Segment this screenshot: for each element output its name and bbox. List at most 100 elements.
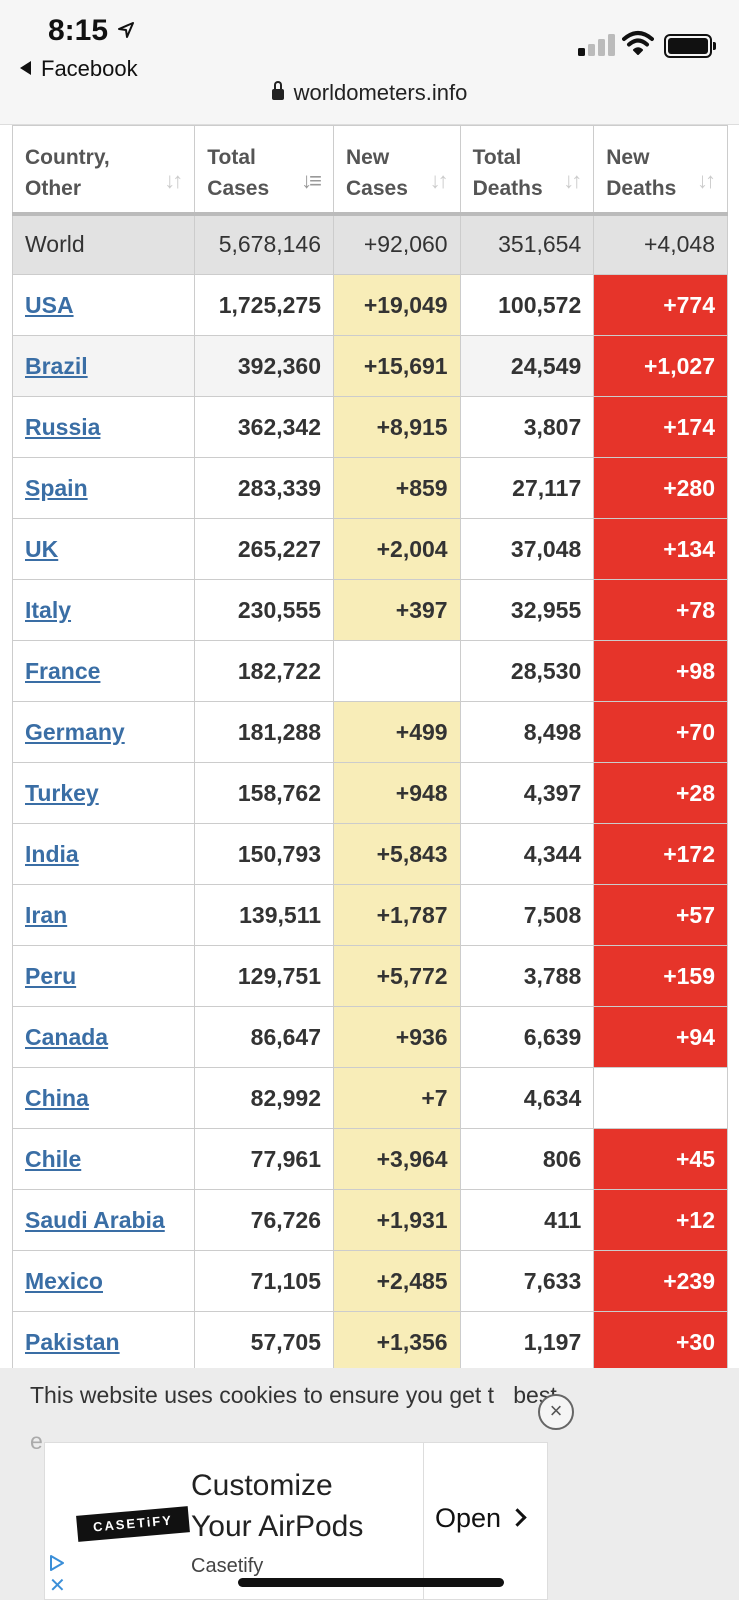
new-cases-cell: +397 bbox=[333, 579, 461, 641]
header-total-deaths[interactable]: Total Deaths ↓↑ bbox=[459, 125, 595, 216]
new-cases-cell: +936 bbox=[333, 1006, 461, 1068]
new-cases-cell: +1,931 bbox=[333, 1189, 461, 1251]
new-deaths-cell: +239 bbox=[593, 1250, 728, 1312]
ad-open-button[interactable]: Open bbox=[435, 1503, 527, 1534]
total-deaths-cell: 27,117 bbox=[459, 457, 595, 519]
country-link[interactable]: Mexico bbox=[25, 1267, 103, 1294]
table-row: Brazil 392,360 +15,691 24,549 +1,027 bbox=[11, 335, 728, 397]
table-row: Pakistan 57,705 +1,356 1,197 +30 bbox=[11, 1311, 728, 1373]
new-cases-cell: +499 bbox=[333, 701, 461, 763]
world-new-cases: +92,060 bbox=[333, 213, 461, 275]
country-link[interactable]: Chile bbox=[25, 1145, 82, 1172]
table-row: Germany 181,288 +499 8,498 +70 bbox=[11, 701, 728, 763]
clock: 8:15 bbox=[48, 14, 109, 47]
world-total-row: World 5,678,146 +92,060 351,654 +4,048 bbox=[11, 213, 728, 275]
new-cases-cell: +5,843 bbox=[333, 823, 461, 885]
header-new-cases[interactable]: New Cases ↓↑ bbox=[333, 125, 461, 216]
sort-active-icon[interactable]: ↓≡ bbox=[301, 167, 322, 193]
chevron-right-icon bbox=[508, 1508, 527, 1527]
url-text: worldometers.info bbox=[293, 80, 468, 105]
battery-icon bbox=[664, 34, 716, 58]
total-deaths-cell: 3,807 bbox=[459, 396, 595, 458]
advertisement-banner[interactable]: CASETiFY Customize Your AirPods Casetify … bbox=[44, 1442, 548, 1600]
country-link[interactable]: India bbox=[25, 840, 79, 867]
country-link[interactable]: Peru bbox=[25, 962, 77, 989]
country-cell: Pakistan bbox=[11, 1311, 196, 1373]
country-link[interactable]: Turkey bbox=[25, 779, 99, 806]
country-cell: Chile bbox=[11, 1128, 196, 1190]
coronavirus-table-container[interactable]: Country, Other ↓↑ Total Cases ↓≡ New Cases ↓↑ … bbox=[0, 125, 739, 1373]
country-link[interactable]: Canada bbox=[25, 1023, 109, 1050]
new-deaths-cell: +172 bbox=[593, 823, 728, 885]
new-deaths-cell: +1,027 bbox=[593, 335, 728, 397]
country-cell: France bbox=[11, 640, 196, 702]
new-deaths-cell: +94 bbox=[593, 1006, 728, 1068]
total-cases-cell: 182,722 bbox=[194, 640, 335, 702]
country-link[interactable]: Saudi Arabia bbox=[25, 1206, 165, 1233]
new-cases-cell: +859 bbox=[333, 457, 461, 519]
table-row: Russia 362,342 +8,915 3,807 +174 bbox=[11, 396, 728, 458]
new-cases-cell: +2,485 bbox=[333, 1250, 461, 1312]
cellular-signal-icon bbox=[578, 34, 616, 56]
adchoices-icon[interactable] bbox=[49, 1555, 65, 1571]
total-deaths-cell: 3,788 bbox=[459, 945, 595, 1007]
sort-icon[interactable]: ↓↑ bbox=[429, 167, 449, 193]
home-indicator[interactable] bbox=[238, 1578, 504, 1587]
ad-brand: Casetify bbox=[191, 1555, 264, 1577]
country-link[interactable]: Germany bbox=[25, 718, 125, 745]
back-to-app-button[interactable]: Facebook bbox=[20, 56, 138, 82]
sort-icon[interactable]: ↓↑ bbox=[563, 167, 582, 193]
country-link[interactable]: China bbox=[25, 1084, 89, 1111]
country-link[interactable]: Brazil bbox=[25, 352, 88, 379]
country-cell: India bbox=[11, 823, 196, 885]
total-deaths-cell: 7,508 bbox=[459, 884, 595, 946]
address-bar[interactable]: worldometers.info bbox=[0, 80, 739, 106]
ad-close-icon[interactable]: ✕ bbox=[49, 1575, 66, 1597]
new-cases-cell: +5,772 bbox=[333, 945, 461, 1007]
country-link[interactable]: Italy bbox=[25, 596, 72, 623]
sort-icon[interactable]: ↓↑ bbox=[164, 167, 183, 193]
header-total-cases[interactable]: Total Cases ↓≡ bbox=[194, 125, 335, 216]
country-link[interactable]: France bbox=[25, 657, 101, 684]
sort-icon[interactable]: ↓↑ bbox=[697, 167, 716, 193]
country-link[interactable]: Iran bbox=[25, 901, 68, 928]
table-header-row: Country, Other ↓↑ Total Cases ↓≡ New Cases ↓↑ … bbox=[11, 125, 728, 216]
country-cell: USA bbox=[11, 274, 196, 336]
total-deaths-cell: 6,639 bbox=[459, 1006, 595, 1068]
total-deaths-cell: 1,197 bbox=[459, 1311, 595, 1373]
new-cases-cell: +1,787 bbox=[333, 884, 461, 946]
new-cases-cell: +8,915 bbox=[333, 396, 461, 458]
total-deaths-cell: 100,572 bbox=[459, 274, 595, 336]
total-cases-cell: 139,511 bbox=[194, 884, 335, 946]
country-cell: Iran bbox=[11, 884, 196, 946]
cookie-message-overflow: e bbox=[30, 1428, 43, 1454]
table-row: Turkey 158,762 +948 4,397 +28 bbox=[11, 762, 728, 824]
total-deaths-cell: 24,549 bbox=[459, 335, 595, 397]
country-link[interactable]: Spain bbox=[25, 474, 88, 501]
country-link[interactable]: Pakistan bbox=[25, 1328, 120, 1355]
wifi-icon bbox=[622, 31, 654, 55]
world-total-cases: 5,678,146 bbox=[194, 213, 335, 275]
total-cases-cell: 362,342 bbox=[194, 396, 335, 458]
new-cases-cell: +15,691 bbox=[333, 335, 461, 397]
total-deaths-cell: 8,498 bbox=[459, 701, 595, 763]
country-link[interactable]: USA bbox=[25, 291, 74, 318]
world-new-deaths: +4,048 bbox=[593, 213, 728, 275]
table-row: Iran 139,511 +1,787 7,508 +57 bbox=[11, 884, 728, 946]
close-icon[interactable]: × bbox=[538, 1394, 574, 1430]
new-deaths-cell: +28 bbox=[593, 762, 728, 824]
country-cell: Germany bbox=[11, 701, 196, 763]
new-cases-cell bbox=[333, 640, 461, 702]
world-label: World bbox=[11, 213, 196, 275]
header-country[interactable]: Country, Other ↓↑ bbox=[11, 125, 196, 216]
total-deaths-cell: 7,633 bbox=[459, 1250, 595, 1312]
country-link[interactable]: Russia bbox=[25, 413, 101, 440]
new-cases-cell: +7 bbox=[333, 1067, 461, 1129]
new-cases-cell: +948 bbox=[333, 762, 461, 824]
total-cases-cell: 57,705 bbox=[194, 1311, 335, 1373]
table-row: USA 1,725,275 +19,049 100,572 +774 bbox=[11, 274, 728, 336]
header-new-deaths[interactable]: New Deaths ↓↑ bbox=[593, 125, 728, 216]
country-cell: Spain bbox=[11, 457, 196, 519]
new-deaths-cell: +174 bbox=[593, 396, 728, 458]
country-link[interactable]: UK bbox=[25, 535, 59, 562]
